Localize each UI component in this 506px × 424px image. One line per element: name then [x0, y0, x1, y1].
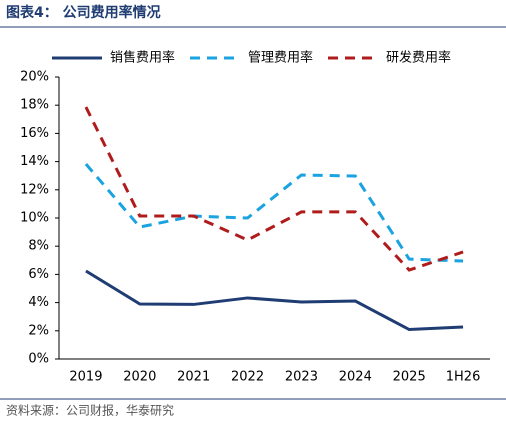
x-tick-label: 2022 [231, 370, 264, 385]
y-tick-label: 4% [28, 295, 49, 310]
legend-label: 研发费用率 [386, 50, 451, 66]
y-tick-label: 0% [28, 352, 49, 367]
x-tick-label: 2025 [393, 370, 426, 385]
series-line [85, 269, 464, 332]
legend-label: 销售费用率 [110, 50, 175, 66]
source-note: 资料来源：公司财报，华泰研究 [6, 403, 174, 418]
y-tick-label: 10% [20, 211, 49, 226]
x-tick-label: 2021 [177, 370, 210, 385]
x-tick-label: 2020 [123, 370, 156, 385]
x-tick-label: 2024 [339, 370, 372, 385]
x-tick-label: 1H26 [446, 370, 481, 385]
x-tick-label: 2019 [69, 370, 102, 385]
x-tick-label: 2023 [285, 370, 318, 385]
y-tick-label: 6% [28, 267, 49, 282]
series-line [84, 163, 464, 263]
y-tick-label: 12% [20, 182, 49, 197]
legend-label: 管理费用率 [248, 50, 313, 66]
y-tick-label: 2% [28, 323, 49, 338]
y-tick-label: 20% [20, 70, 49, 85]
y-tick-label: 8% [28, 239, 49, 254]
y-tick-label: 16% [20, 126, 49, 141]
y-tick-label: 14% [20, 154, 49, 169]
y-tick-label: 18% [20, 98, 49, 113]
chart-title: 图表4： 公司费用率情况 [6, 4, 161, 21]
series-line [84, 106, 464, 272]
